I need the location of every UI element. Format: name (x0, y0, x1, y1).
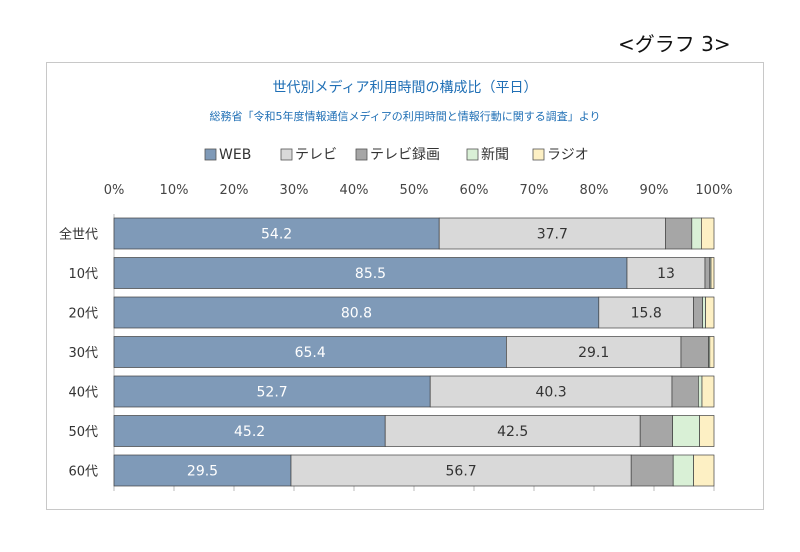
x-tick-label: 40% (340, 183, 369, 198)
bar-segment (384, 415, 641, 447)
legend-item: テレビ録画 (355, 147, 440, 163)
chart-title: 世代別メディア利用時間の構成比（平日） (272, 79, 537, 96)
legend-swatch (280, 148, 293, 161)
bar-segment (699, 415, 715, 447)
bar-row: 20代 80.8 15.8 (68, 296, 715, 329)
data-label: 13 (657, 266, 675, 282)
bar-segment (704, 257, 711, 289)
category-label: 20代 (68, 307, 98, 322)
bar-segment (705, 296, 715, 329)
legend-swatch (466, 148, 479, 161)
bar-segment (701, 375, 715, 408)
category-label: 10代 (68, 267, 98, 282)
plot-area: 全世代 54.2 37.7 10代 85.5 13 20代 80.8 15.8 30代 65.4 29… (59, 217, 715, 487)
bar-segment (691, 217, 702, 250)
legend-label: テレビ録画 (370, 147, 440, 163)
data-label: 52.7 (257, 385, 288, 401)
x-tick-label: 60% (460, 183, 489, 198)
data-label: 56.7 (446, 464, 477, 480)
bar-segment (680, 336, 709, 368)
data-label: 37.7 (537, 227, 568, 243)
bar-row: 50代 45.2 42.5 (68, 415, 715, 447)
data-label: 54.2 (261, 227, 292, 243)
x-tick-label: 50% (400, 183, 429, 198)
data-label: 42.5 (497, 424, 528, 440)
category-label: 全世代 (59, 227, 98, 243)
legend-swatch (204, 148, 217, 161)
bar-segment (113, 375, 431, 408)
legend-label: 新聞 (481, 147, 509, 163)
x-tick-label: 30% (280, 183, 309, 198)
bar-row: 40代 52.7 40.3 (68, 375, 715, 408)
bar-segment (626, 257, 706, 289)
x-tick-label: 70% (520, 183, 549, 198)
legend: WEB テレビ テレビ録画 新聞 ラジオ (204, 147, 589, 163)
bar-segment (672, 415, 700, 447)
legend-label: WEB (219, 147, 251, 163)
bar-segment (698, 375, 703, 408)
graph-number-label: <グラフ 3> (618, 32, 731, 56)
category-label: 40代 (68, 386, 98, 401)
data-label: 15.8 (631, 306, 662, 322)
bar-segment (672, 454, 694, 487)
x-tick-label: 20% (220, 183, 249, 198)
chart-subtitle: 総務省「令和5年度情報通信メディアの利用時間と情報行動に関する調査」より (209, 109, 600, 123)
x-tick-label: 0% (104, 183, 125, 198)
bar-segment (113, 415, 386, 447)
x-tick-label: 100% (695, 183, 732, 198)
bar-row: 全世代 54.2 37.7 (59, 217, 715, 250)
bar-segment (693, 296, 703, 329)
category-label: 30代 (68, 346, 98, 361)
legend-label: テレビ (295, 147, 337, 163)
bar-row: 10代 85.5 13 (68, 257, 715, 289)
legend-item: テレビ (280, 147, 337, 163)
data-label: 80.8 (341, 306, 372, 322)
bar-segment (630, 454, 674, 487)
data-label: 29.5 (187, 464, 218, 480)
category-label: 50代 (68, 425, 98, 440)
bar-segment (665, 217, 693, 250)
data-label: 29.1 (578, 345, 609, 361)
bar-segment (693, 454, 715, 487)
bar-segment (113, 217, 440, 250)
data-label: 65.4 (295, 345, 326, 361)
legend-swatch (532, 148, 545, 161)
category-label: 60代 (68, 465, 98, 480)
bar-segment (709, 336, 715, 368)
bar-row: 30代 65.4 29.1 (68, 336, 715, 368)
data-label: 85.5 (355, 266, 386, 282)
bar-segment (701, 217, 715, 250)
bar-row: 60代 29.5 56.7 (68, 454, 715, 487)
legend-item: ラジオ (532, 147, 589, 163)
legend-item: WEB (204, 147, 251, 163)
legend-label: ラジオ (547, 147, 589, 163)
bar-segment (671, 375, 699, 408)
bar-segment (290, 454, 632, 487)
x-tick-label: 90% (640, 183, 669, 198)
data-label: 40.3 (536, 385, 567, 401)
bar-segment (702, 296, 706, 329)
bar-segment (710, 257, 715, 289)
bar-segment (598, 296, 694, 329)
x-tick-label: 10% (160, 183, 189, 198)
x-tick-label: 80% (580, 183, 609, 198)
legend-swatch (355, 148, 368, 161)
chart-frame (46, 62, 764, 510)
bar-segment (639, 415, 673, 447)
bar-segment (429, 375, 673, 408)
bar-segment (113, 296, 600, 329)
data-label: 45.2 (234, 424, 265, 440)
legend-item: 新聞 (466, 147, 509, 163)
bar-segment (438, 217, 666, 250)
bar-segment (113, 336, 507, 368)
